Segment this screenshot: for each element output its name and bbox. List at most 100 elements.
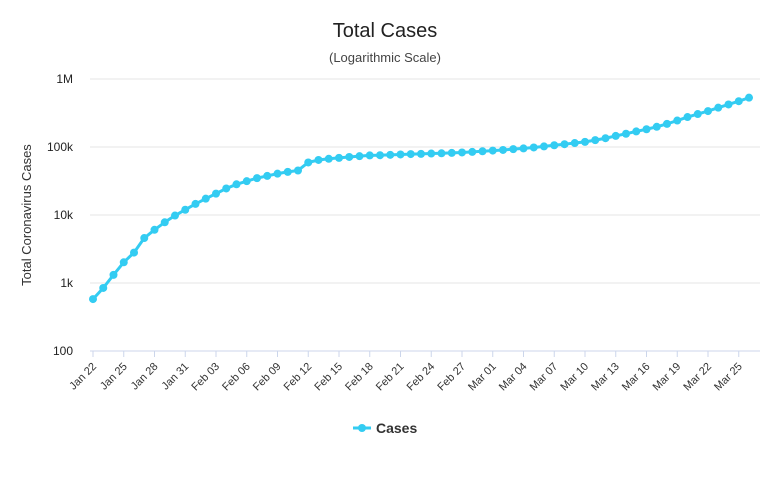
data-point[interactable]: Mar 25: 471035: [734, 97, 743, 106]
data-point[interactable]: Mar 05: 98425: [529, 143, 538, 152]
data-point[interactable]: Feb 08: 37552: [263, 171, 272, 180]
x-tick-label: Jan 22: [67, 361, 99, 393]
data-point[interactable]: Feb 03: 20630: [212, 189, 220, 198]
data-point[interactable]: Jan 26: 2800: [130, 248, 138, 257]
data-point[interactable]: Feb 12: 59287: [304, 158, 313, 167]
data-point[interactable]: Jan 28: 6058: [150, 225, 159, 234]
data-point[interactable]: Feb 25: 80828: [437, 149, 446, 158]
x-tick-label: Feb 27: [435, 361, 468, 394]
y-axis-label: Total Coronavirus Cases: [19, 144, 34, 286]
data-point[interactable]: Jan 24: 1317: [109, 270, 118, 279]
x-tick-label: Jan 28: [129, 361, 161, 393]
data-point[interactable]: Feb 01: 14553: [191, 199, 200, 208]
data-point[interactable]: Mar 02: 90443: [499, 145, 507, 154]
x-tick-label: Mar 19: [651, 361, 684, 394]
x-tick-label: Mar 07: [528, 361, 561, 394]
data-point[interactable]: Jan 31: 11950: [181, 205, 190, 214]
data-point[interactable]: Feb 19: 75700: [376, 151, 384, 160]
data-point[interactable]: Feb 27: 83112: [458, 148, 466, 157]
data-point[interactable]: Mar 09: 114381: [570, 139, 579, 148]
data-point[interactable]: Mar 12: 134576: [601, 134, 610, 143]
x-tick-label: Feb 15: [312, 361, 345, 394]
x-tick-label: Jan 31: [160, 361, 192, 393]
x-tick-label: Mar 04: [497, 361, 530, 394]
data-point[interactable]: Feb 09: 40553: [273, 169, 282, 178]
data-point[interactable]: Feb 26: 81820: [447, 148, 456, 157]
data-point[interactable]: Jan 25: 2015: [119, 258, 128, 267]
data-point[interactable]: Mar 22: 337489: [704, 107, 712, 116]
y-tick-label: 1M: [56, 72, 73, 86]
x-tick-label: Feb 18: [343, 361, 376, 394]
data-point[interactable]: Mar 19: 244933: [673, 116, 682, 125]
legend-swatch-marker: [358, 424, 366, 432]
data-point[interactable]: Jan 22: 580: [89, 295, 97, 304]
data-point[interactable]: Mar 03: 93016: [509, 145, 518, 154]
data-point[interactable]: Feb 24: 80087: [427, 149, 436, 158]
data-point[interactable]: Feb 05: 28266: [232, 180, 241, 189]
data-point[interactable]: Mar 11: 126214: [591, 136, 600, 145]
data-point[interactable]: Feb 10: 43099: [283, 167, 292, 176]
data-point[interactable]: Feb 22: 78651: [406, 150, 415, 159]
data-point[interactable]: Mar 17: 198238: [652, 122, 661, 131]
data-point[interactable]: Feb 28: 84615: [468, 147, 477, 156]
data-point[interactable]: Jan 30: 9823: [171, 211, 179, 220]
y-tick-label: 100: [53, 344, 73, 358]
data-point[interactable]: Mar 04: 95314: [519, 144, 528, 153]
data-point[interactable]: Feb 11: 45134: [294, 166, 302, 175]
x-tick-label: Jan 25: [98, 361, 130, 393]
x-tick-label: Feb 12: [282, 361, 315, 394]
data-point[interactable]: Mar 07: 106099: [550, 141, 559, 150]
x-tick-label: Mar 01: [466, 361, 499, 394]
data-point[interactable]: Jan 29: 7813: [160, 218, 169, 227]
x-tick-label: Mar 16: [620, 361, 653, 394]
data-point[interactable]: Feb 23: 79205: [417, 149, 425, 158]
data-point[interactable]: Mar 23: 378830: [714, 103, 723, 112]
data-point[interactable]: Mar 14: 156653: [622, 129, 630, 138]
data-point[interactable]: Feb 16: 71329: [345, 152, 354, 161]
data-point[interactable]: Feb 15: 69197: [335, 153, 343, 162]
data-point[interactable]: Feb 02: 17391: [201, 194, 210, 203]
data-point[interactable]: Feb 21: 77673: [396, 150, 405, 159]
data-point[interactable]: Mar 10: 118948: [581, 137, 589, 146]
x-tick-label: Feb 06: [220, 361, 253, 394]
data-point[interactable]: Feb 06: 31439: [242, 177, 251, 186]
grid-lines: [90, 78, 760, 352]
data-point[interactable]: Feb 20: 76677: [386, 150, 395, 159]
data-point[interactable]: Mar 16: 182490: [642, 125, 651, 134]
data-point[interactable]: Mar 06: 102050: [540, 142, 548, 151]
data-point[interactable]: Feb 07: 34876: [253, 174, 261, 183]
data-point[interactable]: Jan 23: 845: [99, 283, 108, 292]
x-tick-label: Mar 25: [712, 361, 745, 394]
x-tick-label: Feb 21: [374, 361, 407, 394]
x-tick-label: Feb 09: [251, 361, 284, 394]
data-point[interactable]: Mar 18: 218822: [663, 119, 671, 128]
data-point[interactable]: Jan 27: 4581: [140, 234, 149, 243]
y-axis-ticks: 100 1k 10k 100k 1M: [47, 72, 74, 358]
data-point[interactable]: Feb 29: 86604: [478, 147, 487, 156]
data-point[interactable]: Mar 20: 275597: [683, 113, 692, 122]
series-cases: Jan 22: 580Jan 23: 845Jan 24: 1317Jan 25…: [89, 93, 753, 304]
data-point[interactable]: Feb 17: 73332: [355, 152, 364, 161]
data-point[interactable]: Feb 18: 75184: [365, 151, 374, 160]
data-point[interactable]: Mar 01: 88585: [488, 146, 497, 155]
x-tick-label: Mar 22: [681, 361, 714, 394]
data-point[interactable]: Feb 14: 67100: [324, 154, 333, 163]
data-point[interactable]: Mar 15: 169593: [632, 127, 641, 136]
x-tick-label: Mar 10: [558, 361, 591, 394]
x-tick-label: Feb 03: [189, 361, 222, 394]
y-tick-label: 1k: [60, 276, 74, 290]
data-point[interactable]: Mar 08: 109991: [560, 140, 569, 149]
legend-label-cases: Cases: [376, 420, 417, 436]
x-tick-label: Mar 13: [589, 361, 622, 394]
legend[interactable]: Cases: [353, 420, 417, 436]
data-point[interactable]: Mar 24: 422574: [724, 100, 733, 109]
data-point[interactable]: Feb 13: 64438: [314, 155, 323, 164]
data-point[interactable]: Mar 26: 531865: [745, 93, 753, 102]
data-point[interactable]: Mar 13: 145483: [611, 131, 620, 140]
y-tick-label: 100k: [47, 140, 74, 154]
data-point[interactable]: Feb 04: 24545: [222, 184, 231, 193]
data-point[interactable]: Mar 21: 305036: [693, 110, 702, 119]
chart-subtitle: (Logarithmic Scale): [329, 50, 441, 65]
